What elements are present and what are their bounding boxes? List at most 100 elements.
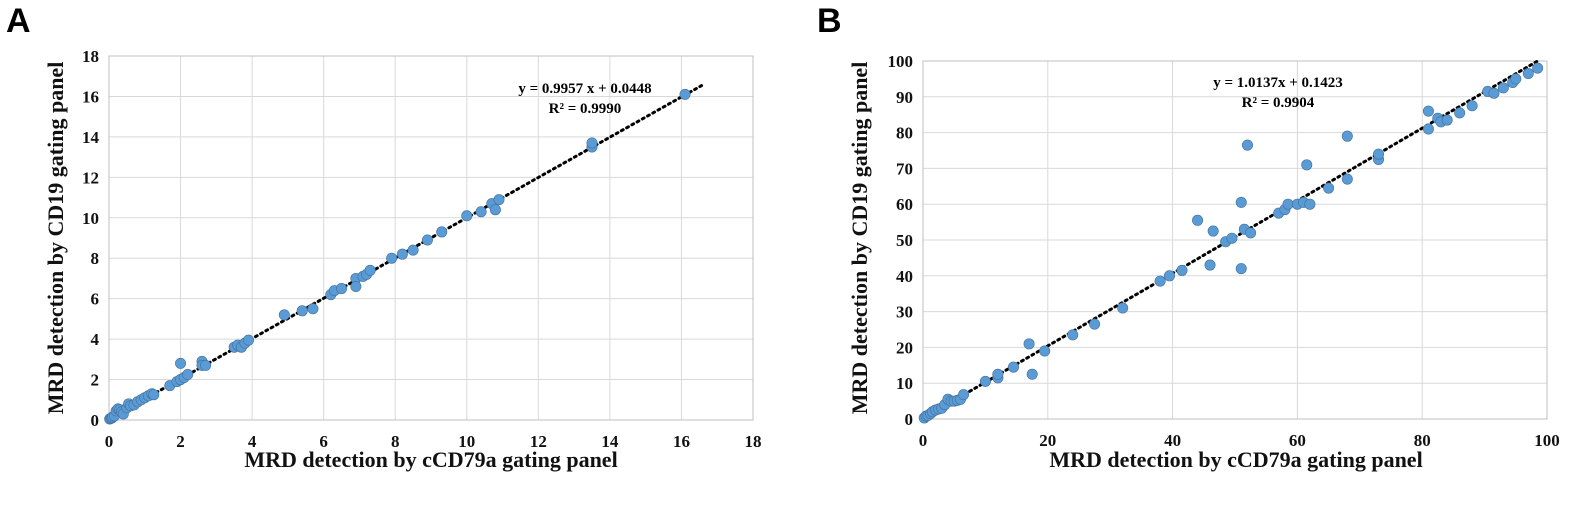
panel-b-y-tick-label: 70 xyxy=(896,159,913,178)
panel-b-points xyxy=(918,62,1544,424)
panel-a-data-point xyxy=(296,305,308,317)
panel-b-y-axis-title: MRD detection by CD19 gating panel xyxy=(847,62,872,415)
panel-b-data-point xyxy=(992,368,1004,380)
panel-b-y-tick-label: 100 xyxy=(888,52,914,71)
panel-b-x-tick-label: 100 xyxy=(1534,431,1560,450)
panel-b-y-tick-label: 50 xyxy=(896,231,913,250)
panel-b-data-point xyxy=(1532,62,1544,74)
panel-a-data-point xyxy=(182,368,194,380)
panel-b-data-point xyxy=(1067,329,1079,341)
panel-b-data-point xyxy=(1301,159,1313,171)
panel-a-data-point xyxy=(489,204,501,216)
panel-b-x-tick-label: 60 xyxy=(1289,431,1306,450)
panel-a-x-tick-label: 14 xyxy=(601,432,619,451)
panel-a-y-tick-label: 16 xyxy=(82,87,99,106)
panel-a-data-point xyxy=(396,248,408,260)
panel-a-y-tick-label: 10 xyxy=(82,209,99,228)
panel-b-y-tick-label: 30 xyxy=(896,303,913,322)
panel-a-data-point xyxy=(493,194,505,206)
panel-b-data-point xyxy=(1176,264,1188,276)
panel-b-x-tick-label: 20 xyxy=(1039,431,1056,450)
panel-a-data-point xyxy=(475,206,487,218)
panel-b-data-point xyxy=(1241,139,1253,151)
panel-a-x-tick-label: 16 xyxy=(673,432,690,451)
panel-b: B 0 20 40 60 80 100 0 10 20 30 40 50 60 70 80 90 100 y … xyxy=(817,2,1560,472)
panel-a-x-tick-label: 12 xyxy=(530,432,547,451)
panel-a-points xyxy=(104,88,691,425)
panel-b-y-ticks: 0 10 20 30 40 50 60 70 80 90 100 xyxy=(888,52,914,429)
panel-a-x-axis-title: MRD detection by cCD79a gating panel xyxy=(244,447,617,472)
panel-b-data-point xyxy=(1497,82,1509,94)
panel-b-data-point xyxy=(1323,182,1335,194)
panel-b-x-tick-label: 80 xyxy=(1414,431,1431,450)
panel-b-data-point xyxy=(1163,270,1175,282)
panel-b-data-point xyxy=(1454,107,1466,119)
panel-a-data-point xyxy=(350,281,362,293)
panel-a-data-point xyxy=(364,264,376,276)
panel-a-data-point xyxy=(436,226,448,238)
panel-b-data-point xyxy=(1192,214,1204,226)
panel-b-data-point xyxy=(1039,345,1051,357)
panel-a: A 0 2 4 6 8 10 12 14 16 18 0 2 4 6 8 10 12 14 16 18 y = 0.… xyxy=(6,2,762,472)
panel-a-x-tick-label: 6 xyxy=(319,432,328,451)
panel-a-y-tick-label: 4 xyxy=(91,330,100,349)
panel-a-x-tick-label: 2 xyxy=(176,432,185,451)
panel-b-data-point xyxy=(958,389,970,401)
panel-b-data-point xyxy=(1522,68,1534,80)
panel-a-data-point xyxy=(386,252,398,264)
panel-a-y-axis-title: MRD detection by CD19 gating panel xyxy=(43,62,68,415)
panel-a-x-ticks: 0 2 4 6 8 10 12 14 16 18 xyxy=(105,432,762,451)
panel-b-x-axis-title: MRD detection by cCD79a gating panel xyxy=(1049,447,1422,472)
panel-b-data-point xyxy=(1245,227,1257,239)
panel-b-data-point xyxy=(1304,198,1316,210)
panel-b-x-tick-label: 40 xyxy=(1164,431,1181,450)
panel-b-y-tick-label: 80 xyxy=(896,124,913,143)
panel-b-data-point xyxy=(1026,368,1038,380)
panel-b-data-point xyxy=(1441,114,1453,126)
panel-b-label: B xyxy=(817,2,842,40)
panel-a-x-tick-label: 4 xyxy=(248,432,257,451)
panel-a-y-tick-label: 0 xyxy=(91,411,100,430)
panel-a-data-point xyxy=(407,244,419,256)
panel-a-equation: y = 0.9957 x + 0.0448 xyxy=(518,81,651,97)
panel-b-data-point xyxy=(1488,87,1500,99)
panel-b-y-tick-label: 10 xyxy=(896,374,913,393)
panel-a-y-tick-label: 6 xyxy=(91,290,100,309)
panel-b-data-point xyxy=(1422,123,1434,135)
panel-b-data-point xyxy=(1235,196,1247,208)
panel-b-data-point xyxy=(1341,130,1353,142)
panel-b-data-point xyxy=(1204,259,1216,271)
panel-a-data-point xyxy=(200,359,212,371)
panel-a-data-point xyxy=(148,389,160,401)
panel-a-x-tick-label: 10 xyxy=(458,432,475,451)
panel-a-data-point xyxy=(586,137,598,149)
panel-a-x-tick-label: 8 xyxy=(391,432,400,451)
panel-a-data-point xyxy=(278,309,290,321)
panel-b-data-point xyxy=(1207,225,1219,237)
panel-b-y-tick-label: 0 xyxy=(905,410,914,429)
panel-b-plot-frame xyxy=(922,60,1548,420)
panel-b-data-point xyxy=(1466,100,1478,112)
panel-b-x-ticks: 0 20 40 60 80 100 xyxy=(919,431,1560,450)
panel-b-y-tick-label: 60 xyxy=(896,195,913,214)
panel-b-data-point xyxy=(1117,302,1129,314)
panel-b-r-squared: R² = 0.9904 xyxy=(1242,95,1315,111)
panel-b-data-point xyxy=(1373,148,1385,160)
panel-a-r-squared: R² = 0.9990 xyxy=(549,101,622,117)
panel-a-data-point xyxy=(679,88,691,100)
panel-b-data-point xyxy=(1235,263,1247,275)
panel-b-data-point xyxy=(1154,275,1166,287)
panel-a-data-point xyxy=(336,283,348,295)
panel-a-y-tick-label: 8 xyxy=(91,249,100,268)
panel-b-data-point xyxy=(1226,232,1238,244)
panel-b-data-point xyxy=(1422,105,1434,117)
panel-a-x-tick-label: 18 xyxy=(745,432,762,451)
panel-b-y-tick-label: 20 xyxy=(896,338,913,357)
panel-b-data-point xyxy=(979,375,991,387)
panel-a-data-point xyxy=(421,234,433,246)
panel-a-y-tick-label: 2 xyxy=(91,371,100,390)
panel-a-label: A xyxy=(6,2,31,40)
panel-b-y-tick-label: 40 xyxy=(896,267,913,286)
panel-b-data-point xyxy=(1510,73,1522,85)
